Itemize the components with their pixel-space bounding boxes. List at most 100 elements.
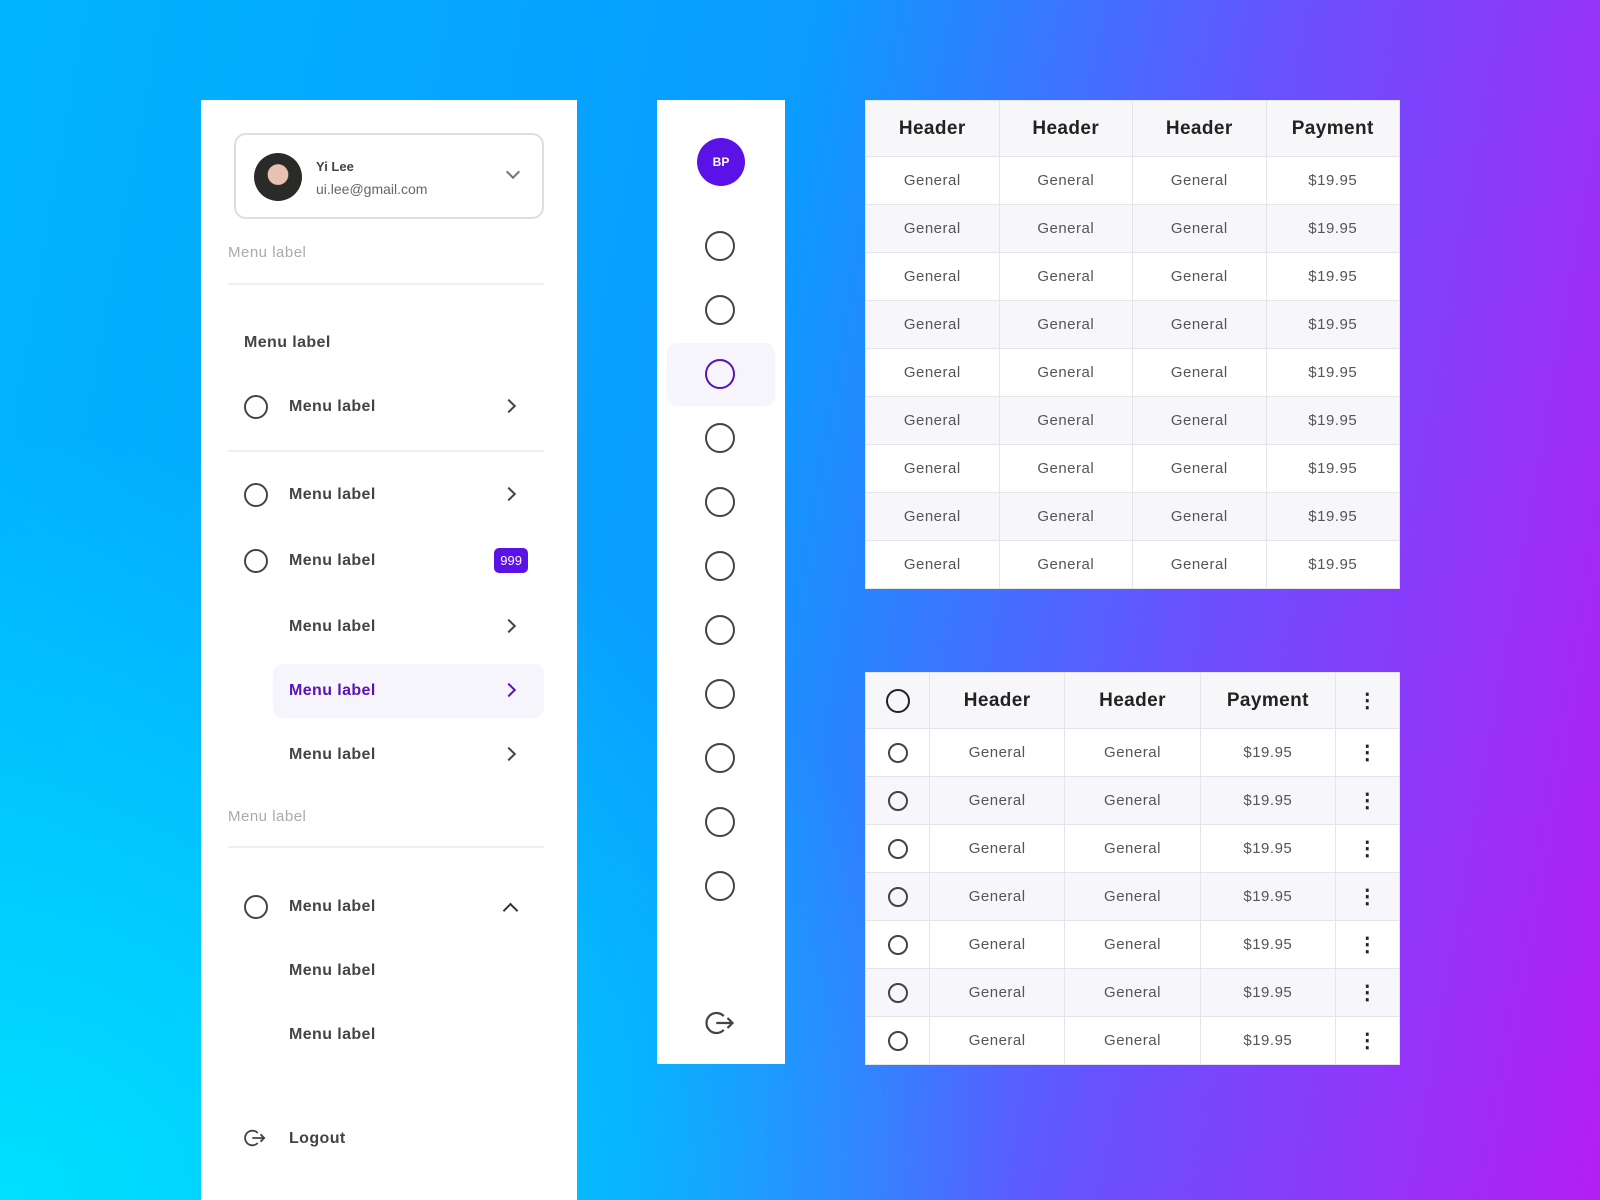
chevron-right-icon	[501, 486, 517, 502]
rail-item-icon[interactable]	[705, 231, 735, 261]
table-row: General General $19.95 ⋮	[865, 1016, 1400, 1065]
column-header[interactable]: Header	[998, 100, 1133, 157]
table-row: General General General $19.95	[865, 444, 1400, 493]
column-header[interactable]: Header	[1064, 672, 1201, 729]
chevron-right-icon	[501, 398, 517, 414]
row-checkbox[interactable]	[887, 982, 908, 1003]
rail-item-icon[interactable]	[705, 679, 735, 709]
more-options-icon[interactable]: ⋮	[1357, 1030, 1378, 1052]
row-checkbox[interactable]	[887, 1030, 908, 1051]
submenu-item-active[interactable]: Menu label	[273, 664, 544, 718]
table-cell: General	[865, 396, 1000, 445]
column-header[interactable]: Payment	[1199, 672, 1337, 729]
row-checkbox[interactable]	[887, 790, 908, 811]
menu-item-3[interactable]: Menu label 999	[228, 541, 544, 581]
table-cell: General	[1132, 252, 1267, 301]
table-cell: General	[928, 872, 1066, 921]
table-cell: General	[928, 920, 1066, 969]
table-cell: General	[865, 300, 1000, 349]
table-cell: General	[1132, 540, 1267, 589]
row-checkbox[interactable]	[887, 838, 908, 859]
table-cell: General	[928, 968, 1066, 1017]
chevron-right-icon	[501, 746, 517, 762]
rail-item-icon[interactable]	[705, 487, 735, 517]
profile-switcher[interactable]: Yi Lee ui.lee@gmail.com	[234, 133, 544, 219]
rail-item-icon[interactable]	[705, 359, 735, 389]
table-cell: General	[1064, 728, 1201, 777]
group-title-label: Menu label	[244, 334, 331, 351]
more-options-icon[interactable]: ⋮	[1357, 886, 1378, 908]
more-options-icon[interactable]: ⋮	[1357, 690, 1378, 712]
rail-item-icon[interactable]	[705, 295, 735, 325]
more-options-icon[interactable]: ⋮	[1357, 838, 1378, 860]
table-cell: $19.95	[1199, 872, 1337, 921]
column-header[interactable]: Header	[865, 100, 1000, 157]
table-row: General General General $19.95	[865, 348, 1400, 397]
select-all-checkbox[interactable]	[885, 688, 910, 713]
more-options-icon[interactable]: ⋮	[1357, 982, 1378, 1004]
table-row: General General General $19.95	[865, 396, 1400, 445]
rail-item-icon[interactable]	[705, 807, 735, 837]
select-all-cell	[865, 672, 930, 729]
submenu-child-1[interactable]: Menu label	[228, 951, 544, 991]
row-checkbox[interactable]	[887, 934, 908, 955]
logout-icon[interactable]	[705, 1008, 735, 1038]
rail-item-icon[interactable]	[705, 871, 735, 901]
table-cell: General	[998, 156, 1133, 205]
profile-email: ui.lee@gmail.com	[316, 181, 428, 197]
table-cell: $19.95	[1199, 728, 1337, 777]
menu-item-1[interactable]: Menu label	[228, 387, 544, 427]
actions-cell: ⋮	[1335, 872, 1400, 921]
more-options-icon[interactable]: ⋮	[1357, 742, 1378, 764]
rail-item-icon[interactable]	[705, 615, 735, 645]
column-header[interactable]: Payment	[1265, 100, 1400, 157]
table-cell: $19.95	[1265, 300, 1400, 349]
table-cell: $19.95	[1265, 204, 1400, 253]
submenu-child-2[interactable]: Menu label	[228, 1015, 544, 1055]
submenu-item-1[interactable]: Menu label	[228, 607, 544, 647]
table-cell: $19.95	[1199, 1016, 1337, 1065]
table-cell: General	[865, 540, 1000, 589]
group-title: Menu label	[228, 323, 544, 363]
menu-item-expanded[interactable]: Menu label	[228, 887, 544, 927]
table-row: General General $19.95 ⋮	[865, 920, 1400, 969]
menu-item-2[interactable]: Menu label	[228, 475, 544, 515]
table-cell: General	[1064, 920, 1201, 969]
table-cell: $19.95	[1265, 348, 1400, 397]
row-checkbox[interactable]	[887, 742, 908, 763]
table-cell: $19.95	[1265, 540, 1400, 589]
table-cell: General	[1064, 968, 1201, 1017]
table-cell: General	[1064, 872, 1201, 921]
table-cell: $19.95	[1265, 156, 1400, 205]
rail-item-icon[interactable]	[705, 551, 735, 581]
table-row: General General General $19.95	[865, 252, 1400, 301]
more-options-icon[interactable]: ⋮	[1357, 790, 1378, 812]
selectable-table: Header Header Payment ⋮ General General $19.95…	[865, 672, 1400, 1065]
row-checkbox[interactable]	[887, 886, 908, 907]
more-options-icon[interactable]: ⋮	[1357, 934, 1378, 956]
table-cell: General	[928, 1016, 1066, 1065]
avatar-initials[interactable]: BP	[697, 138, 745, 186]
column-header[interactable]: Header	[928, 672, 1066, 729]
actions-cell: ⋮	[1335, 728, 1400, 777]
table-cell: General	[928, 776, 1066, 825]
menu-item-label: Menu label	[289, 486, 376, 503]
logout-button[interactable]: Logout	[228, 1119, 544, 1159]
table-cell: General	[928, 824, 1066, 873]
header-row: Header Header Header Payment	[865, 100, 1400, 157]
rail-item-icon[interactable]	[705, 423, 735, 453]
menu-item-label: Menu label	[289, 618, 376, 635]
select-cell	[865, 1016, 930, 1065]
table-cell: General	[1132, 444, 1267, 493]
table-cell: General	[865, 252, 1000, 301]
table-cell: General	[998, 444, 1133, 493]
select-cell	[865, 776, 930, 825]
table-cell: General	[998, 396, 1133, 445]
submenu-item-3[interactable]: Menu label	[228, 735, 544, 775]
circle-icon	[244, 549, 268, 573]
menu-item-label: Menu label	[289, 398, 376, 415]
table-row: General General General $19.95	[865, 204, 1400, 253]
column-header[interactable]: Header	[1132, 100, 1267, 157]
rail-item-icon[interactable]	[705, 743, 735, 773]
table-row: General General General $19.95	[865, 300, 1400, 349]
